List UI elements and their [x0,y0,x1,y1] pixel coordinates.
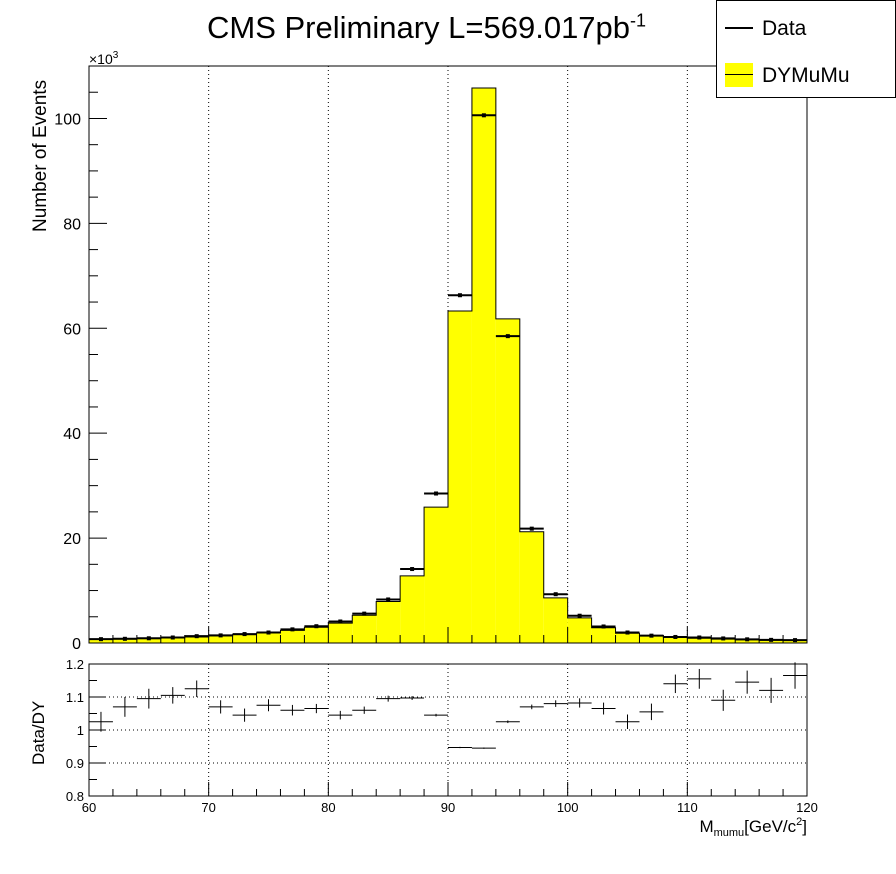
mc-bar [424,507,448,643]
data-point [457,293,462,298]
mc-bar [256,633,281,643]
data-point [601,624,606,629]
x-tick-label: 120 [796,800,818,815]
mc-bar [136,638,161,643]
data-point [242,632,247,637]
x-axis-title: Mmumu[GeV/c2] [699,816,807,839]
data-point [362,611,367,616]
data-point [218,633,223,638]
mc-bar [663,637,688,643]
mc-histogram [88,87,808,644]
data-point [410,567,415,572]
data-point [434,491,439,496]
x-tick-label: 110 [677,800,698,815]
x-tick-label: 60 [82,800,96,815]
mc-bar [639,635,664,643]
mc-bar [519,531,544,643]
ratio-y-tick-label: 0.9 [66,756,84,771]
mc-bar [591,627,616,643]
data-point [194,634,199,639]
data-point [721,636,726,641]
data-point [98,637,103,642]
data-point [673,634,678,639]
main-y-tick-label: 0 [72,636,81,653]
y-exponent-label: ×103 [89,50,119,67]
data-point [481,113,486,118]
mc-bar [184,636,209,643]
ratio-y-tick-label: 1.2 [66,657,84,672]
filled-box-icon [725,63,753,87]
ratio-y-tick-label: 1 [77,723,84,738]
data-point [314,624,319,629]
main-y-tick-label: 60 [63,321,81,338]
mc-bar [471,88,496,644]
mc-bar [328,623,353,643]
data-point [505,334,510,339]
main-y-tick-label: 80 [63,216,81,233]
data-point [769,637,774,642]
x-tick-label: 70 [201,800,215,815]
data-point [529,526,534,531]
mc-bar [400,575,425,643]
mc-bar [232,634,257,643]
mc-bar [280,630,305,643]
legend: Data DYMuMu [716,0,896,98]
mc-bar [160,638,185,643]
legend-entry-data: Data [717,10,896,46]
mc-bar [208,635,233,643]
ratio-points [89,662,807,749]
main-y-tick-label: 20 [63,531,81,548]
mc-bar [711,639,736,643]
ratio-y-tick-label: 1.1 [66,690,84,705]
mc-bar [112,639,137,643]
data-point [577,613,582,618]
mc-bar [567,617,592,643]
data-points [89,113,807,643]
data-point [649,633,654,638]
ratio-axes: 0.8 0.9 1 1.1 1.2 60 70 80 90 100 110 120 [66,657,818,815]
legend-label-dymumu: DYMuMu [762,64,850,87]
mc-bar [735,639,760,643]
x-tick-label: 80 [321,800,335,815]
mc-bar [89,639,113,643]
mc-bar [352,615,377,643]
data-point [170,635,175,640]
data-point [338,619,343,624]
ratio-y-axis-title: Data/DY [29,701,48,765]
data-point [793,638,798,643]
mc-bar [687,638,712,643]
main-y-tick-label: 40 [63,426,81,443]
data-point [745,637,750,642]
legend-entry-dymumu: DYMuMu [717,57,896,93]
mc-bar [543,597,568,643]
main-y-axis-title: Number of Events [30,80,51,232]
data-point [625,630,630,635]
mc-bar [448,310,472,643]
data-point [386,597,391,602]
data-point [290,627,295,632]
data-point [122,636,127,641]
data-point [266,630,271,635]
data-point [146,636,151,641]
x-tick-label: 100 [557,800,579,815]
chart-title: CMS Preliminary L=569.017pb-1 [207,10,647,45]
mc-bar [304,627,329,643]
mc-bar [495,318,520,643]
data-point [553,592,558,597]
legend-label-data: Data [762,17,807,40]
main-y-tick-label: 100 [54,111,81,128]
main-axes: 0 20 40 60 80 100 [54,65,808,653]
data-line-icon [725,16,753,40]
x-tick-label: 90 [441,800,455,815]
mc-bar [376,601,401,643]
ratio-y-tick-label: 0.8 [66,789,84,804]
data-point [697,635,702,640]
mc-bar [615,633,640,643]
